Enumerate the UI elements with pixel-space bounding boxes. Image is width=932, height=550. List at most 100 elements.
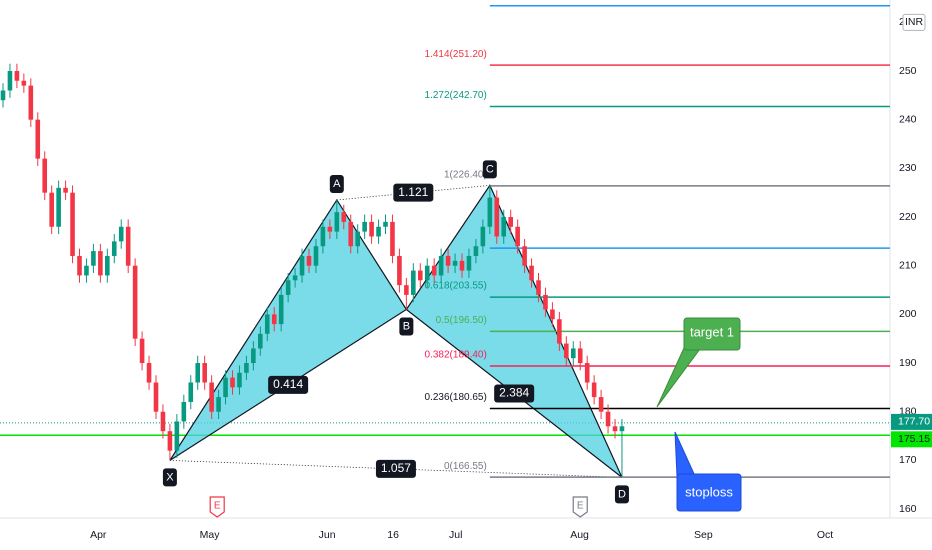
candle-body <box>292 275 298 281</box>
candle-body <box>285 280 291 295</box>
x-tick-label: Jul <box>449 529 462 541</box>
point-badge <box>162 468 177 487</box>
ratio-line <box>406 309 623 478</box>
event-marker <box>209 496 225 518</box>
candle-body <box>216 397 221 412</box>
event-label: E <box>214 501 221 512</box>
candle-body <box>160 411 166 432</box>
candle-body <box>230 377 235 388</box>
fib-label: 0.618(203.55) <box>425 281 487 292</box>
candle-body <box>49 192 54 227</box>
candle-body <box>84 265 89 276</box>
candle-body <box>348 221 354 247</box>
candle-body <box>139 338 145 364</box>
candle-body <box>306 255 312 266</box>
candle-body <box>466 255 472 271</box>
y-tick-label: 230 <box>899 162 917 174</box>
candle-body <box>244 363 249 373</box>
fib-label: 0.236(180.65) <box>425 392 487 403</box>
point-badge <box>482 160 497 179</box>
ratio-badge <box>494 384 535 403</box>
point-label: B <box>403 320 410 332</box>
candle-body <box>584 363 590 383</box>
candle-body <box>598 397 604 412</box>
candle-body <box>383 221 388 227</box>
candle-body <box>28 85 34 120</box>
fib-label: 1(226.40) <box>444 170 487 181</box>
candle-body <box>278 294 284 325</box>
candle-body <box>63 187 68 193</box>
candle-body <box>605 411 611 427</box>
candle-body <box>369 221 374 237</box>
candle-body <box>132 265 138 339</box>
candle-body <box>188 382 194 402</box>
candle-body <box>91 251 96 266</box>
point-label: X <box>166 471 174 483</box>
candle-body <box>522 246 527 266</box>
fib-label: 1.414(251.20) <box>425 49 487 60</box>
candle-body <box>70 192 75 256</box>
candle-body <box>577 348 583 364</box>
event-marker <box>572 496 588 518</box>
currency-badge <box>902 13 926 31</box>
candle-body <box>557 319 562 344</box>
ratio-line <box>169 459 622 478</box>
candle-body <box>21 80 27 86</box>
candle-body <box>431 265 437 276</box>
candle-body <box>570 348 576 359</box>
candle-body <box>334 212 340 232</box>
candle-body <box>591 382 597 398</box>
candle-body <box>550 309 555 320</box>
candle-body <box>111 241 117 256</box>
candle-body <box>42 158 48 193</box>
candle-body <box>264 314 270 334</box>
point-badge <box>614 485 629 504</box>
candle-body <box>543 294 548 310</box>
candle-body <box>376 226 381 237</box>
candle-body <box>424 265 430 281</box>
candle-body <box>313 246 319 266</box>
point-badge <box>329 174 344 193</box>
candle-body <box>612 426 618 432</box>
ratio-badge <box>375 459 416 478</box>
fib-label: 0(166.55) <box>444 461 487 472</box>
x-tick-label: 16 <box>387 529 399 541</box>
candle-body <box>480 226 486 247</box>
y-tick-label: 240 <box>899 113 917 125</box>
ratio-label: 1.057 <box>381 461 411 475</box>
candle-body <box>35 119 41 159</box>
candle-body <box>174 421 180 451</box>
x-tick-label: Aug <box>570 529 589 541</box>
candle-body <box>445 255 451 266</box>
candle-body <box>494 197 500 237</box>
ratio-label: 0.414 <box>273 377 303 391</box>
candle-body <box>536 280 541 295</box>
candle-body <box>355 231 360 247</box>
y-tick-label: 210 <box>899 259 917 271</box>
point-label: D <box>618 488 626 500</box>
candle-body <box>209 382 214 412</box>
candle-body <box>390 221 395 256</box>
fib-label: 0.5(196.50) <box>436 315 487 326</box>
candle-body <box>251 348 256 364</box>
x-tick-label: May <box>200 529 221 541</box>
target-callout: target 1 <box>656 317 741 408</box>
y-tick-label: 200 <box>899 308 917 320</box>
candle-body <box>459 260 465 271</box>
point-badge <box>399 317 414 336</box>
candle-body <box>195 363 201 383</box>
candle-body <box>515 226 520 247</box>
x-tick-label: Apr <box>90 529 107 541</box>
candle-body <box>181 401 187 422</box>
x-tick-label: Sep <box>694 529 713 541</box>
candle-body <box>619 426 625 432</box>
candle-body <box>417 270 423 281</box>
candle-body <box>327 226 333 232</box>
fib-label: 1.272(242.70) <box>425 90 487 101</box>
candle-body <box>320 226 326 247</box>
currency-label: INR <box>905 16 924 28</box>
candle-body <box>341 212 347 222</box>
candle-body <box>529 265 534 281</box>
candle-body <box>508 217 513 227</box>
y-tick-label: 220 <box>899 211 917 223</box>
